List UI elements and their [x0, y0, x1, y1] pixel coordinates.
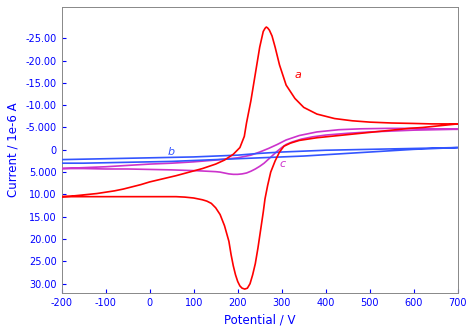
Text: b: b: [167, 147, 174, 157]
Text: c: c: [280, 159, 286, 169]
Text: a: a: [295, 70, 302, 80]
Y-axis label: Current / 1e-6 A: Current / 1e-6 A: [7, 103, 20, 197]
X-axis label: Potential / V: Potential / V: [224, 313, 295, 326]
